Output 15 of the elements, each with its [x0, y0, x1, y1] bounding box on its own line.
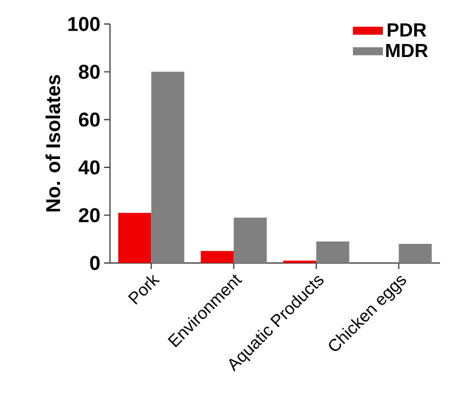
y-tick-label: 20 — [78, 208, 100, 222]
bar — [200, 251, 234, 263]
legend-label: PDR — [388, 23, 426, 36]
y-tick-label: 40 — [78, 160, 100, 174]
legend-label: MDR — [386, 44, 428, 58]
y-axis-title: No. of Isolates — [46, 75, 60, 212]
bar — [316, 241, 350, 263]
bar — [234, 218, 267, 263]
bar — [398, 244, 432, 263]
bar — [118, 212, 152, 263]
y-tick-label: 80 — [78, 64, 100, 79]
y-tick-label: 60 — [78, 112, 100, 127]
bar — [151, 72, 184, 263]
y-tick-label: 100 — [68, 16, 100, 32]
y-tick-label: 0 — [90, 256, 100, 270]
